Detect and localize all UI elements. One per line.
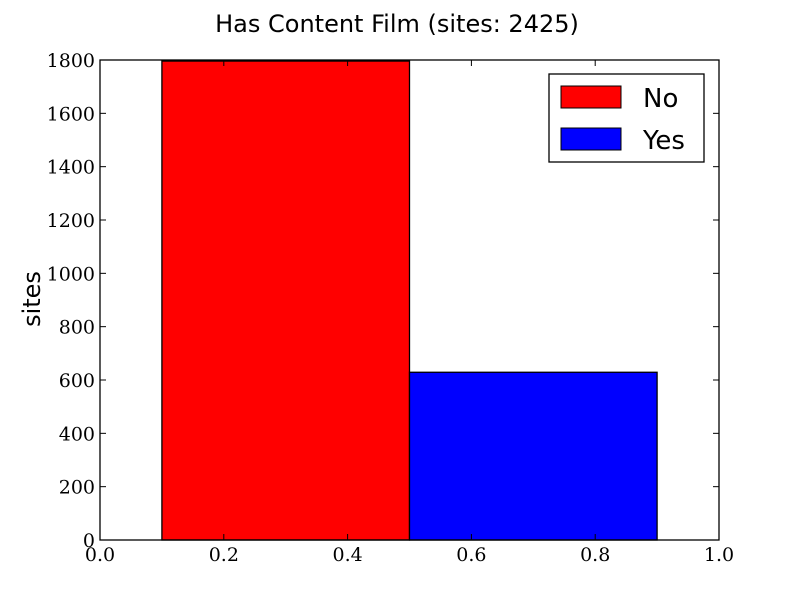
- y-tick-label: 200: [59, 477, 95, 499]
- bars-layer: [161, 60, 658, 541]
- y-tick-label: 600: [59, 370, 95, 392]
- y-tick-label: 1000: [47, 263, 95, 285]
- y-tick-label: 1800: [47, 50, 95, 72]
- bar-no: [161, 60, 411, 541]
- legend-label-yes: Yes: [642, 126, 685, 156]
- x-tick-label: 0.6: [456, 544, 486, 566]
- axes-layer: [99, 59, 720, 541]
- chart-title: Has Content Film (sites: 2425): [215, 10, 579, 38]
- legend-swatch-no: [560, 85, 622, 109]
- bar-yes: [408, 371, 658, 541]
- y-tick-label: 0: [83, 530, 95, 552]
- y-tick-label: 1400: [47, 157, 95, 179]
- x-tick-label: 1.0: [704, 544, 734, 566]
- x-tick-label: 0.8: [580, 544, 610, 566]
- y-axis-label: sites: [18, 271, 46, 327]
- x-tick-label: 0.2: [209, 544, 239, 566]
- y-tick-label: 1200: [47, 210, 95, 232]
- ticks-layer: 0.0 0.2 0.4 0.6 0.8 1.0 0 200 400 600 800 1000 1200 1…: [47, 50, 734, 566]
- legend-swatch-yes: [560, 127, 622, 151]
- legend: No Yes: [548, 73, 705, 163]
- legend-label-no: No: [643, 84, 678, 114]
- y-tick-label: 400: [59, 423, 95, 445]
- plot-frame: [99, 59, 720, 541]
- y-tick-label: 800: [59, 317, 95, 339]
- x-tick-label: 0.0: [85, 544, 115, 566]
- y-tick-label: 1600: [47, 103, 95, 125]
- x-tick-label: 0.4: [332, 544, 362, 566]
